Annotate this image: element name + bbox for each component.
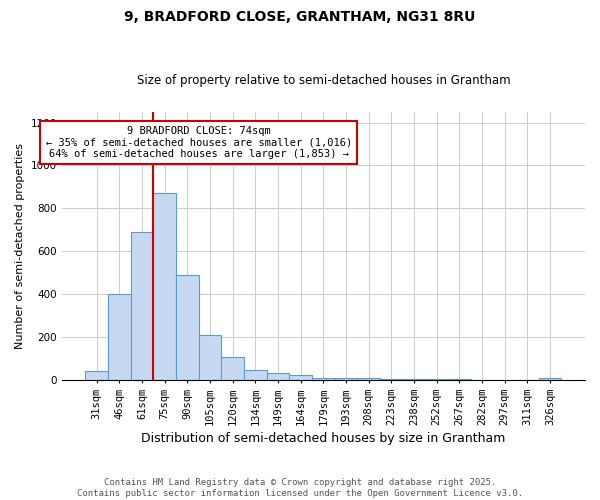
- Bar: [289, 374, 312, 380]
- Bar: [539, 378, 561, 380]
- Bar: [312, 378, 335, 380]
- Bar: [108, 294, 131, 380]
- Title: Size of property relative to semi-detached houses in Grantham: Size of property relative to semi-detach…: [137, 74, 510, 87]
- Bar: [154, 194, 176, 380]
- Text: Contains HM Land Registry data © Crown copyright and database right 2025.
Contai: Contains HM Land Registry data © Crown c…: [77, 478, 523, 498]
- Bar: [244, 370, 266, 380]
- Bar: [358, 378, 380, 380]
- Text: 9 BRADFORD CLOSE: 74sqm
← 35% of semi-detached houses are smaller (1,016)
64% of: 9 BRADFORD CLOSE: 74sqm ← 35% of semi-de…: [46, 126, 352, 159]
- Bar: [176, 275, 199, 380]
- Bar: [266, 374, 289, 380]
- Bar: [131, 232, 154, 380]
- Bar: [221, 358, 244, 380]
- Text: 9, BRADFORD CLOSE, GRANTHAM, NG31 8RU: 9, BRADFORD CLOSE, GRANTHAM, NG31 8RU: [124, 10, 476, 24]
- Bar: [85, 372, 108, 380]
- Bar: [199, 335, 221, 380]
- Bar: [335, 378, 358, 380]
- Y-axis label: Number of semi-detached properties: Number of semi-detached properties: [15, 143, 25, 349]
- X-axis label: Distribution of semi-detached houses by size in Grantham: Distribution of semi-detached houses by …: [141, 432, 506, 445]
